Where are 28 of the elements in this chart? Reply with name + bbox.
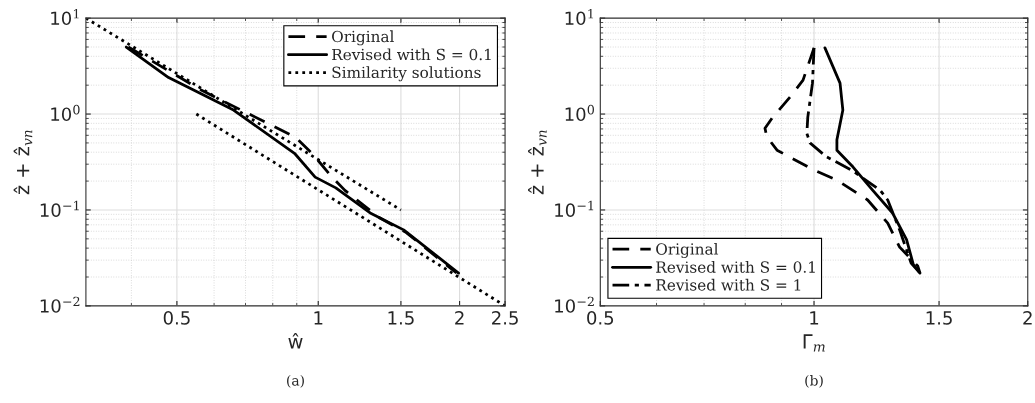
x-tick-label: 2 bbox=[455, 311, 464, 325]
x-tick-label: 2.5 bbox=[492, 311, 518, 325]
y-tick-label: 10$^{0}$ bbox=[51, 104, 80, 122]
x-tick-label: 1 bbox=[810, 311, 819, 325]
text: (b) bbox=[805, 374, 823, 388]
legend-label: Revised with S = 0.1 bbox=[332, 48, 491, 61]
y-axis-title: ẑ + ẑ$_{vn}$ bbox=[528, 130, 547, 195]
legend-label: Original bbox=[656, 242, 719, 258]
text: (a) bbox=[287, 374, 304, 388]
y-axis-title: ẑ + ẑ$_{vn}$ bbox=[13, 130, 33, 195]
x-axis-title: Γ$_{m}$ bbox=[803, 334, 825, 352]
y-tick-label: 10$^{0}$ bbox=[565, 104, 594, 122]
legend-label: Similarity solutions bbox=[332, 66, 481, 82]
x-axis-title: ŵ bbox=[288, 332, 303, 349]
x-tick-label: 1.5 bbox=[926, 311, 952, 325]
x-tick-label: 0.5 bbox=[587, 311, 614, 325]
x-tick-label: 0.5 bbox=[163, 311, 190, 325]
y-tick-label: 10$^{1}$ bbox=[51, 8, 79, 26]
legend-label: Original bbox=[332, 30, 394, 46]
y-tick-label: 10$^{−1}$ bbox=[40, 200, 79, 217]
legend-label: Revised with S = 1 bbox=[656, 278, 801, 291]
y-tick-label: 10$^{−2}$ bbox=[40, 296, 80, 313]
x-tick-label: 1.5 bbox=[388, 311, 414, 325]
y-tick-label: 10$^{−1}$ bbox=[555, 200, 594, 217]
x-tick-label: 2 bbox=[1023, 311, 1032, 325]
y-tick-label: 10$^{1}$ bbox=[565, 8, 594, 26]
x-tick-label: 1 bbox=[314, 311, 323, 325]
legend-label: Revised with S = 0.1 bbox=[656, 261, 815, 273]
